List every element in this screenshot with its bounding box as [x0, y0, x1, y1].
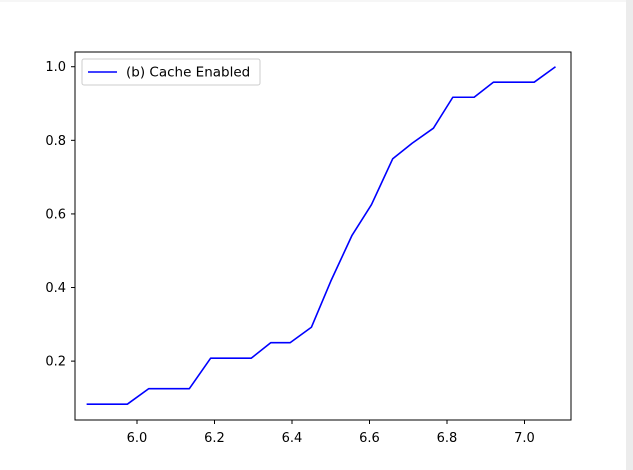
- y-tick-label: 0.8: [45, 134, 66, 149]
- legend-box: [81, 58, 261, 86]
- y-tick-label: 1.0: [45, 60, 66, 75]
- x-tick-label: 6.2: [204, 431, 225, 446]
- window-right-strip: [626, 0, 633, 470]
- y-tick-label: 0.6: [45, 207, 66, 222]
- plot-frame: [74, 51, 572, 421]
- y-tick-label: 0.4: [45, 281, 66, 296]
- x-tick-label: 6.8: [437, 431, 458, 446]
- legend: (b) Cache Enabled: [81, 58, 261, 86]
- x-tick-label: 7.0: [514, 431, 535, 446]
- series-line-0: [86, 66, 556, 405]
- x-tick-label: 6.0: [127, 431, 148, 446]
- series-layer: [86, 66, 556, 405]
- legend-label: (b) Cache Enabled: [126, 65, 250, 81]
- x-axis: 6.0 6.2 6.4 6.6 6.8 7.0: [127, 420, 535, 446]
- y-tick-label: 0.2: [45, 355, 66, 370]
- x-tick-label: 6.6: [359, 431, 380, 446]
- y-axis: 0.2 0.4 0.6 0.8 1.0: [45, 60, 75, 370]
- x-tick-label: 6.4: [282, 431, 303, 446]
- window-top-strip: [0, 0, 633, 2]
